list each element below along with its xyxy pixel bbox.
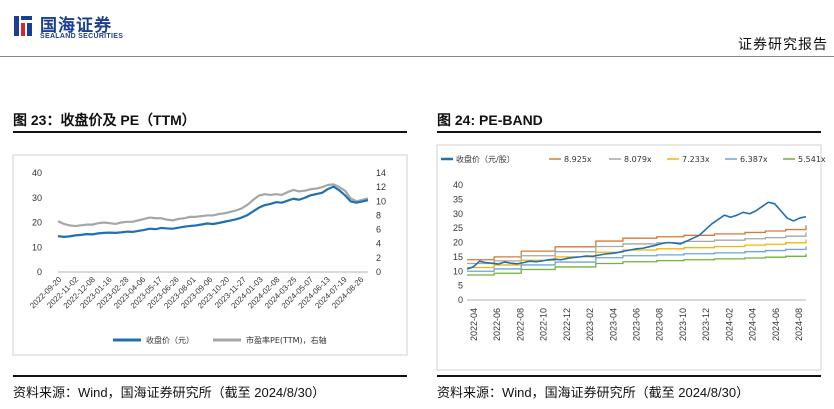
y-right-tick-label: 2 [376,253,381,263]
pe-band-line [467,239,807,269]
x-tick-label: 2024-06 [771,308,781,341]
legend-close-label: 收盘价（元） [146,335,194,345]
y-right-tick-label: 8 [376,210,381,220]
x-tick-label: 2024-08 [794,308,804,341]
y-tick-label: 30 [453,209,463,219]
pe-band-line [467,225,807,261]
y-left-tick-label: 20 [32,218,42,228]
brand-name-en: SEALAND SECURITIES [40,33,124,40]
y-tick-label: 0 [458,295,463,305]
left-title-divider [13,131,407,133]
right-chart-title: 图 24: PE-BAND [437,112,543,128]
y-left-tick-label: 0 [37,267,42,277]
brand-name-cn: 国海证券 [40,16,112,35]
y-tick-label: 10 [453,266,463,276]
pe-band-line [467,246,807,272]
y-tick-label: 20 [453,238,463,248]
x-tick-label: 2023-10 [678,308,688,341]
y-left-tick-label: 40 [32,168,42,178]
legend-label: 8.925x [564,155,592,164]
legend-label: 5.541x [798,155,826,164]
left-source-note: 资料来源：Wind，国海证券研究所（截至 2024/8/30） [13,385,326,400]
legend-label: 6.387x [740,155,768,164]
y-tick-label: 40 [453,180,463,190]
left-chart-title: 图 23：收盘价及 PE（TTM） [13,112,196,128]
pe-band-line [467,253,807,276]
right-source-note: 资料来源：Wind，国海证券研究所（截至 2024/8/30） [437,385,750,400]
legend-pe-label: 市盈率PE(TTM)，右轴 [246,335,327,345]
y-left-tick-label: 10 [32,242,42,252]
y-tick-label: 35 [453,194,463,204]
chart-frame [12,154,408,356]
pe-band-chart: 0 5 10 15 20 25 30 35 40 2022-04 2022-06 2022-08 202… [436,144,826,371]
y-right-tick-label: 6 [376,225,381,235]
right-bottom-divider [437,375,821,377]
legend-label: 收盘价（元/股） [456,154,515,164]
y-right-tick-label: 10 [376,196,386,206]
pe-band-line [467,232,807,265]
y-tick-label: 15 [453,252,463,262]
close-price-pe-chart: 010203040024681012142022-09-202022-11-02… [12,154,408,356]
close-price-line [57,185,369,238]
x-tick-label: 2022-12 [562,308,572,341]
x-tick-label: 2022-08 [515,308,525,341]
x-tick-label: 2023-02 [585,308,595,341]
chart-frame [436,144,822,371]
y-right-tick-label: 12 [376,182,386,192]
x-tick-label: 2023-08 [655,308,665,341]
legend-label: 7.233x [682,155,710,164]
y-right-tick-label: 0 [376,267,381,277]
brand-logo-icon [14,16,32,36]
y-right-tick-label: 14 [376,168,386,178]
report-type-label: 证券研究报告 [738,37,828,53]
x-tick-label: 2022-04 [469,308,479,341]
x-tick-label: 2022-10 [539,308,549,341]
x-tick-label: 2022-06 [492,308,502,341]
y-right-tick-label: 4 [376,239,381,249]
y-left-tick-label: 30 [32,193,42,203]
x-tick-label: 2023-06 [632,308,642,341]
close-price-line [466,201,807,270]
y-tick-label: 5 [458,281,463,291]
x-tick-label: 2023-12 [701,308,711,341]
x-tick-label: 2023-04 [608,308,618,341]
right-title-divider [437,131,821,133]
header-divider [0,56,834,57]
left-bottom-divider [13,375,407,377]
legend-label: 8.079x [624,155,652,164]
pe-ttm-line [57,183,369,228]
x-tick-label: 2024-04 [748,308,758,341]
y-tick-label: 25 [453,223,463,233]
x-tick-label: 2024-02 [724,308,734,341]
